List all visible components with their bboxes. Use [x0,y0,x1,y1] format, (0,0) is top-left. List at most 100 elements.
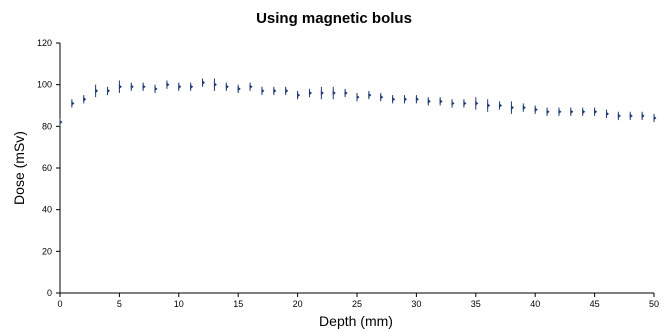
data-point [629,111,633,121]
point-marker [392,96,396,102]
data-point [178,82,182,91]
x-tick-label: 5 [117,299,122,309]
point-marker [463,100,467,106]
point-marker [356,94,360,100]
data-point [71,99,75,108]
x-tick-label: 35 [471,299,481,309]
data-point [154,84,158,93]
point-marker [617,113,621,119]
point-marker [415,96,419,102]
point-marker [142,84,146,90]
data-point [261,86,265,96]
y-tick-label: 0 [47,288,52,298]
point-marker [475,100,479,106]
point-marker [213,82,217,88]
point-marker [641,113,645,119]
point-marker [499,103,503,108]
point-marker [285,88,289,94]
point-marker [570,109,574,115]
point-marker [582,109,586,115]
point-marker [83,96,87,102]
point-marker [558,109,562,115]
point-marker [404,96,408,102]
data-point [356,93,360,102]
data-point [392,95,396,104]
x-tick-label: 10 [174,299,184,309]
data-point [142,82,146,91]
data-point [558,107,562,116]
data-point [439,97,443,106]
x-tick-label: 50 [649,299,659,309]
data-point [297,90,301,100]
point-marker [605,111,609,117]
point-marker [59,119,63,125]
data-point [522,103,526,112]
x-tick-label: 0 [57,299,62,309]
point-marker [522,105,526,111]
x-tick-group: 0 5 10 15 20 25 30 35 40 45 50 [57,293,659,309]
point-marker [190,84,194,90]
chart-title: Using magnetic bolus [256,10,412,27]
data-point [225,82,229,91]
y-tick-label: 100 [37,80,52,90]
data-point [130,82,134,91]
x-tick-label: 45 [590,299,600,309]
point-marker [510,105,514,111]
point-marker [154,86,158,92]
data-point [213,78,217,91]
data-point [475,97,479,110]
data-point [653,113,657,123]
data-point [237,84,241,93]
point-marker [225,84,229,90]
point-marker [320,90,324,96]
y-axis-label: Dose (mSv) [11,131,27,205]
point-marker [368,92,372,98]
data-point [415,95,419,104]
point-marker [166,82,170,88]
point-marker [273,88,277,94]
data-point [570,107,574,116]
data-point [249,82,253,91]
point-marker [95,88,99,94]
point-marker [202,80,206,86]
y-tick-label: 40 [42,205,52,215]
point-marker [332,90,336,96]
data-point [641,111,645,121]
point-marker [546,109,550,115]
plot-area: 0 20 40 60 80 100 120 0 5 10 15 20 25 30 35 40 45 50 [37,38,659,309]
data-point [451,99,455,108]
data-point [499,101,503,110]
data-point [285,86,289,96]
data-point [380,93,384,102]
y-tick-label: 20 [42,246,52,256]
point-marker [130,84,134,90]
point-marker [427,98,431,104]
point-marker [237,86,241,92]
data-point [344,88,348,98]
data-point [190,82,194,91]
data-point [594,107,598,116]
point-marker [178,84,182,90]
y-tick-label: 80 [42,121,52,131]
point-marker [297,92,301,98]
data-point [427,97,431,106]
point-marker [118,84,122,90]
x-tick-label: 20 [293,299,303,309]
y-tick-label: 60 [42,163,52,173]
x-axis-label: Depth (mm) [319,313,393,329]
point-marker [629,113,633,119]
data-point [463,99,467,108]
data-point [582,107,586,116]
data-point [510,101,514,114]
data-point [332,86,336,100]
data-point [617,111,621,121]
data-point [273,86,277,96]
point-marker [380,94,384,100]
point-marker [451,100,455,106]
data-point [59,118,63,127]
point-marker [107,88,111,94]
y-tick-label: 120 [37,38,52,48]
point-marker [653,115,657,121]
data-point [320,86,324,100]
